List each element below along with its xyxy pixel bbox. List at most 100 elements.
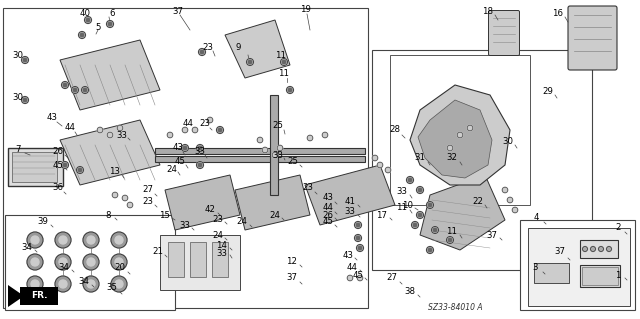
Circle shape xyxy=(59,258,67,266)
Circle shape xyxy=(83,254,99,270)
Text: SZ33-84010 A: SZ33-84010 A xyxy=(428,303,483,313)
Circle shape xyxy=(97,127,103,133)
Text: 33: 33 xyxy=(397,188,408,197)
Circle shape xyxy=(607,247,611,251)
Circle shape xyxy=(122,195,128,201)
Circle shape xyxy=(428,203,432,207)
Text: 43: 43 xyxy=(47,114,58,122)
Text: 11: 11 xyxy=(275,51,287,61)
Circle shape xyxy=(87,258,95,266)
Circle shape xyxy=(80,33,84,37)
Text: 28: 28 xyxy=(390,125,401,135)
Text: 25: 25 xyxy=(273,122,284,130)
Circle shape xyxy=(31,258,39,266)
Text: 43: 43 xyxy=(323,194,333,203)
Text: 5: 5 xyxy=(95,23,100,32)
Circle shape xyxy=(282,60,285,64)
Circle shape xyxy=(591,247,595,251)
Text: 44: 44 xyxy=(182,120,193,129)
Circle shape xyxy=(417,211,424,219)
Text: 42: 42 xyxy=(205,205,216,214)
Polygon shape xyxy=(165,175,240,230)
Bar xyxy=(212,242,228,277)
Bar xyxy=(580,265,620,287)
Text: 27: 27 xyxy=(387,273,397,283)
FancyBboxPatch shape xyxy=(568,6,617,70)
Text: 12: 12 xyxy=(287,257,298,266)
FancyBboxPatch shape xyxy=(488,11,520,56)
Bar xyxy=(582,267,618,285)
Text: 10: 10 xyxy=(403,201,413,210)
Circle shape xyxy=(408,178,412,182)
Bar xyxy=(155,148,365,154)
Circle shape xyxy=(87,280,95,288)
Bar xyxy=(190,242,206,277)
Circle shape xyxy=(426,202,433,209)
Text: 3: 3 xyxy=(532,263,538,272)
Text: 23: 23 xyxy=(143,197,154,206)
Circle shape xyxy=(77,167,83,174)
Circle shape xyxy=(448,238,452,242)
Circle shape xyxy=(196,145,204,152)
Text: 30: 30 xyxy=(13,93,24,101)
Circle shape xyxy=(111,254,127,270)
Circle shape xyxy=(419,213,422,217)
Text: 1: 1 xyxy=(615,271,621,279)
Text: 30: 30 xyxy=(13,50,24,60)
Text: 34: 34 xyxy=(79,278,90,286)
Text: 33: 33 xyxy=(179,220,191,229)
Circle shape xyxy=(248,60,252,64)
Text: 40: 40 xyxy=(79,10,90,19)
Circle shape xyxy=(83,276,99,292)
Circle shape xyxy=(288,88,292,92)
Text: 22: 22 xyxy=(472,197,483,206)
Circle shape xyxy=(111,276,127,292)
Circle shape xyxy=(31,280,39,288)
Text: 33: 33 xyxy=(344,207,355,217)
Circle shape xyxy=(167,132,173,138)
Bar xyxy=(390,55,530,205)
Text: 23: 23 xyxy=(202,42,214,51)
Text: 39: 39 xyxy=(38,218,49,226)
Circle shape xyxy=(277,145,283,151)
Circle shape xyxy=(86,18,90,22)
Circle shape xyxy=(457,132,463,138)
Text: 33: 33 xyxy=(273,151,284,160)
Circle shape xyxy=(79,32,86,39)
Circle shape xyxy=(27,254,43,270)
Circle shape xyxy=(417,187,424,194)
Circle shape xyxy=(78,168,82,172)
Bar xyxy=(270,95,278,195)
Bar xyxy=(160,235,240,290)
Text: 37: 37 xyxy=(554,248,566,256)
Circle shape xyxy=(426,247,433,254)
Polygon shape xyxy=(60,40,160,110)
Text: 11: 11 xyxy=(278,70,289,78)
Circle shape xyxy=(322,132,328,138)
Circle shape xyxy=(83,232,99,248)
Text: 4: 4 xyxy=(533,213,539,222)
Text: 7: 7 xyxy=(15,145,20,154)
Circle shape xyxy=(433,228,436,232)
Circle shape xyxy=(356,223,360,227)
Circle shape xyxy=(127,202,133,208)
Circle shape xyxy=(182,145,189,152)
Circle shape xyxy=(372,155,378,161)
Circle shape xyxy=(431,226,438,234)
Text: 27: 27 xyxy=(143,186,154,195)
Circle shape xyxy=(59,280,67,288)
Text: 37: 37 xyxy=(486,231,497,240)
Text: 6: 6 xyxy=(109,10,115,19)
Polygon shape xyxy=(60,120,160,185)
Polygon shape xyxy=(420,175,505,250)
Circle shape xyxy=(207,117,212,123)
Text: 33: 33 xyxy=(195,147,205,157)
Circle shape xyxy=(87,236,95,244)
Bar xyxy=(534,263,569,283)
Circle shape xyxy=(22,97,29,103)
Text: 24: 24 xyxy=(212,232,223,241)
Bar xyxy=(168,242,184,277)
Circle shape xyxy=(106,20,113,27)
Text: 14: 14 xyxy=(216,241,227,249)
Circle shape xyxy=(356,236,360,240)
